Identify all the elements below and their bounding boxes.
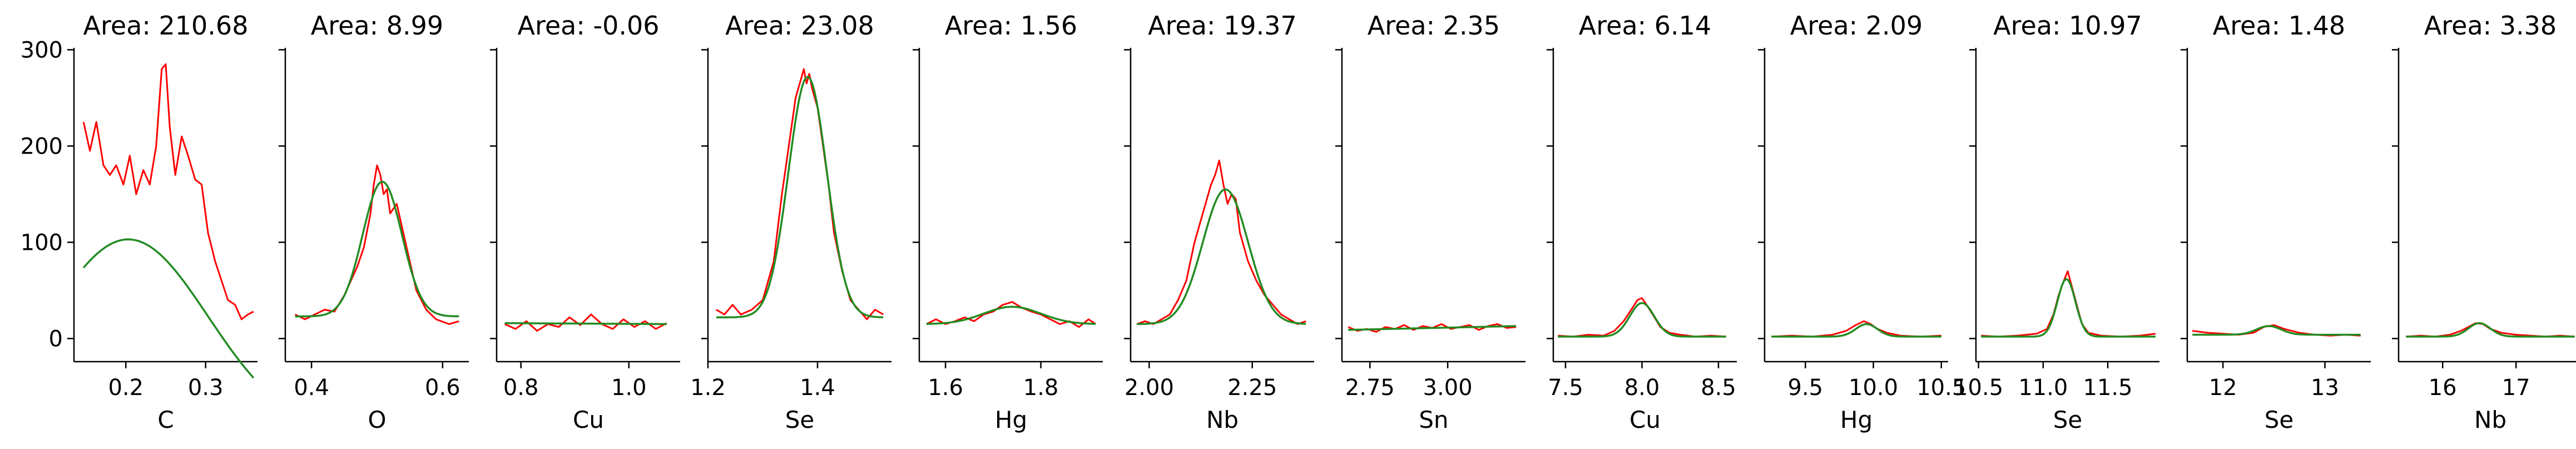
x-tick-label: 16 (2429, 375, 2457, 401)
panel-8: Area: 6.14 7.5 8.0 8.5 Cu (1547, 11, 1737, 433)
panel-title: Area: 10.97 (1993, 11, 2142, 41)
y-tick-label: 0 (49, 326, 63, 352)
data-curve (1136, 159, 1306, 325)
x-axis-label: Hg (995, 406, 1027, 433)
panel-6: Area: 19.37 2.00 2.25 Nb (1124, 11, 1314, 433)
data-curve (82, 63, 254, 320)
y-tick-label: 100 (21, 230, 63, 255)
x-tick-label: 13 (2311, 375, 2339, 401)
x-tick-label: 1.0 (611, 375, 647, 401)
x-tick-label: 2.00 (1124, 375, 1174, 401)
x-tick-label: 1.6 (928, 375, 963, 401)
fit-curve (1771, 323, 1941, 338)
fit-curve (1348, 325, 1517, 331)
x-tick-label: 12 (2209, 375, 2237, 401)
x-tick-label: 3.00 (1423, 375, 1473, 401)
data-curve (1558, 297, 1726, 338)
x-tick-label: 10.0 (1849, 375, 1898, 401)
x-tick-label: 1.2 (690, 375, 726, 401)
data-curve (716, 68, 884, 320)
panel-9: Area: 2.09 9.5 10.0 10.5 Hg (1758, 11, 1966, 433)
panel-2: Area: 8.99 0.4 0.6 O (279, 11, 469, 433)
x-tick-label: 0.4 (294, 375, 329, 401)
panel-title: Area: 2.09 (1790, 11, 1923, 41)
panel-12: Area: 3.38 16 17 Nb (2392, 11, 2576, 433)
panel-title: Area: 23.08 (725, 11, 874, 41)
x-tick-label: 1.4 (800, 375, 835, 401)
panel-title: Area: 6.14 (1579, 11, 1711, 41)
x-axis-label: Cu (1629, 406, 1661, 433)
data-curve (2406, 322, 2575, 338)
x-axis-label: Sn (1419, 406, 1448, 433)
x-tick-label: 11.0 (2018, 375, 2068, 401)
x-tick-label: 1.8 (1023, 375, 1059, 401)
x-tick-label: 10.5 (1916, 375, 1966, 401)
panel-10: Area: 10.97 10.5 11.0 11.5Se (1954, 11, 2159, 433)
fit-curve (2192, 325, 2361, 336)
panel-7: Area: 2.35 2.75 3.00 Sn (1335, 11, 1525, 433)
x-axis-label: Nb (1206, 406, 1239, 433)
fit-curve (2406, 322, 2575, 338)
fit-curve (1137, 188, 1306, 325)
panel-title: Area: 19.37 (1148, 11, 1297, 41)
x-tick-label: 10.5 (1954, 375, 2003, 401)
x-tick-label: 2.25 (1227, 375, 1277, 401)
x-tick-label: 0.8 (503, 375, 539, 401)
x-axis-label: Se (2053, 406, 2083, 433)
fit-curve (82, 238, 255, 379)
panel-11: Area: 1.48 12 13 Se (2181, 11, 2371, 433)
panel-title: Area: 3.38 (2424, 11, 2557, 41)
x-tick-label: 8.5 (1701, 375, 1736, 401)
data-curve (295, 164, 459, 325)
x-tick-label: 17 (2502, 375, 2530, 401)
panel-title: Area: 210.68 (83, 11, 249, 41)
x-tick-label: 2.75 (1345, 375, 1395, 401)
x-axis-label: Hg (1840, 406, 1872, 433)
x-tick-label: 7.5 (1548, 375, 1583, 401)
panel-5: Area: 1.56 1.6 1.8 Hg (913, 11, 1103, 433)
fit-curve (926, 305, 1096, 325)
x-axis-label: Se (785, 406, 815, 433)
panel-title: Area: 1.56 (945, 11, 1077, 41)
fit-curve (295, 180, 459, 318)
panel-title: Area: 8.99 (311, 11, 443, 41)
x-axis-label: Se (2265, 406, 2294, 433)
x-tick-label: 9.5 (1788, 375, 1824, 401)
panel-title: Area: -0.06 (518, 11, 660, 41)
fit-curve (504, 322, 667, 325)
x-axis-label: O (368, 406, 386, 433)
panel-1: Area: 210.68 0 100 200 300 0.2 0.3 C (21, 11, 257, 433)
fit-curve (716, 76, 884, 319)
x-tick-label: 0.6 (425, 375, 460, 401)
x-tick-label: 0.3 (188, 375, 224, 401)
y-tick-label: 200 (21, 134, 63, 159)
y-tick-label: 300 (21, 37, 63, 63)
x-axis-label: Cu (573, 406, 604, 433)
x-axis-label: Nb (2474, 406, 2506, 433)
panel-title: Area: 1.48 (2213, 11, 2345, 41)
fit-curve (1981, 278, 2156, 338)
x-tick-label: 0.2 (108, 375, 143, 401)
x-axis-label: C (157, 406, 174, 433)
fit-curve (1558, 302, 1726, 338)
panel-title: Area: 2.35 (1368, 11, 1500, 41)
panel-4: Area: 23.08 1.2 1.4 Se (690, 11, 891, 433)
panel-3: Area: -0.06 0.8 1.0 Cu (490, 11, 680, 433)
x-tick-label: 8.0 (1624, 375, 1660, 401)
x-tick-label: 11.5 (2083, 375, 2133, 401)
